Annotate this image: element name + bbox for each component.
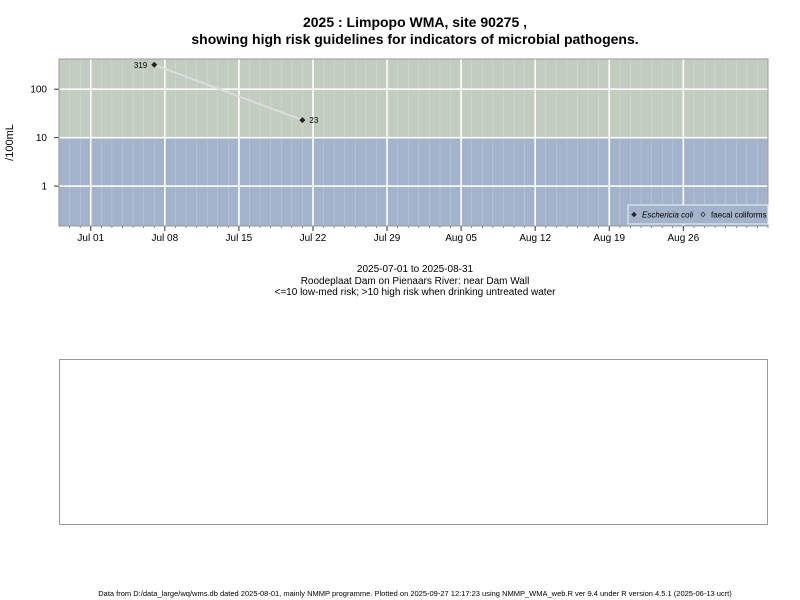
footer-note: Data from D:/data_large/wq/wms.db dated …: [98, 589, 732, 598]
y-tick-label: 1: [41, 182, 47, 193]
data-point-marker: [299, 117, 306, 124]
data-label: 23: [309, 116, 318, 125]
data-label: 319: [134, 61, 148, 70]
x-tick-label: Aug 19: [593, 233, 625, 244]
x-tick-label: Jul 01: [77, 233, 104, 244]
x-tick-label: Aug 05: [445, 233, 477, 244]
legend-marker: [631, 211, 637, 218]
legend-box: [627, 204, 769, 225]
plot-border: [58, 58, 769, 227]
legend-marker: [700, 211, 706, 218]
y-tick-label: 10: [36, 133, 48, 144]
x-tick-label: Jul 15: [226, 233, 253, 244]
risk-note-label: <=10 low-med risk; >10 high risk when dr…: [274, 287, 556, 298]
chart-title-line-1: 2025 : Limpopo WMA, site 90275 ,: [302, 14, 528, 30]
y-axis-label: /100mL: [4, 124, 16, 161]
x-tick-label: Jul 29: [374, 233, 401, 244]
chart-title-line-2: showing high risk guidelines for indicat…: [191, 31, 639, 47]
legend-entry: faecal coliforms: [711, 211, 767, 220]
data-point-marker: [151, 61, 158, 68]
legend-entry: Eschericia coli: [642, 211, 693, 220]
high-risk-band: [59, 59, 768, 138]
y-tick-label: 100: [30, 85, 47, 96]
x-tick-label: Aug 26: [667, 233, 699, 244]
x-tick-label: Jul 08: [151, 233, 178, 244]
date-range-label: 2025-07-01 to 2025-08-31: [356, 264, 474, 275]
x-tick-label: Jul 22: [300, 233, 327, 244]
location-label: Roodeplaat Dam on Pienaars River: near D…: [300, 276, 530, 287]
series-line-0: [153, 63, 303, 122]
x-tick-label: Aug 12: [519, 233, 551, 244]
empty-plot-panel: [59, 359, 768, 525]
